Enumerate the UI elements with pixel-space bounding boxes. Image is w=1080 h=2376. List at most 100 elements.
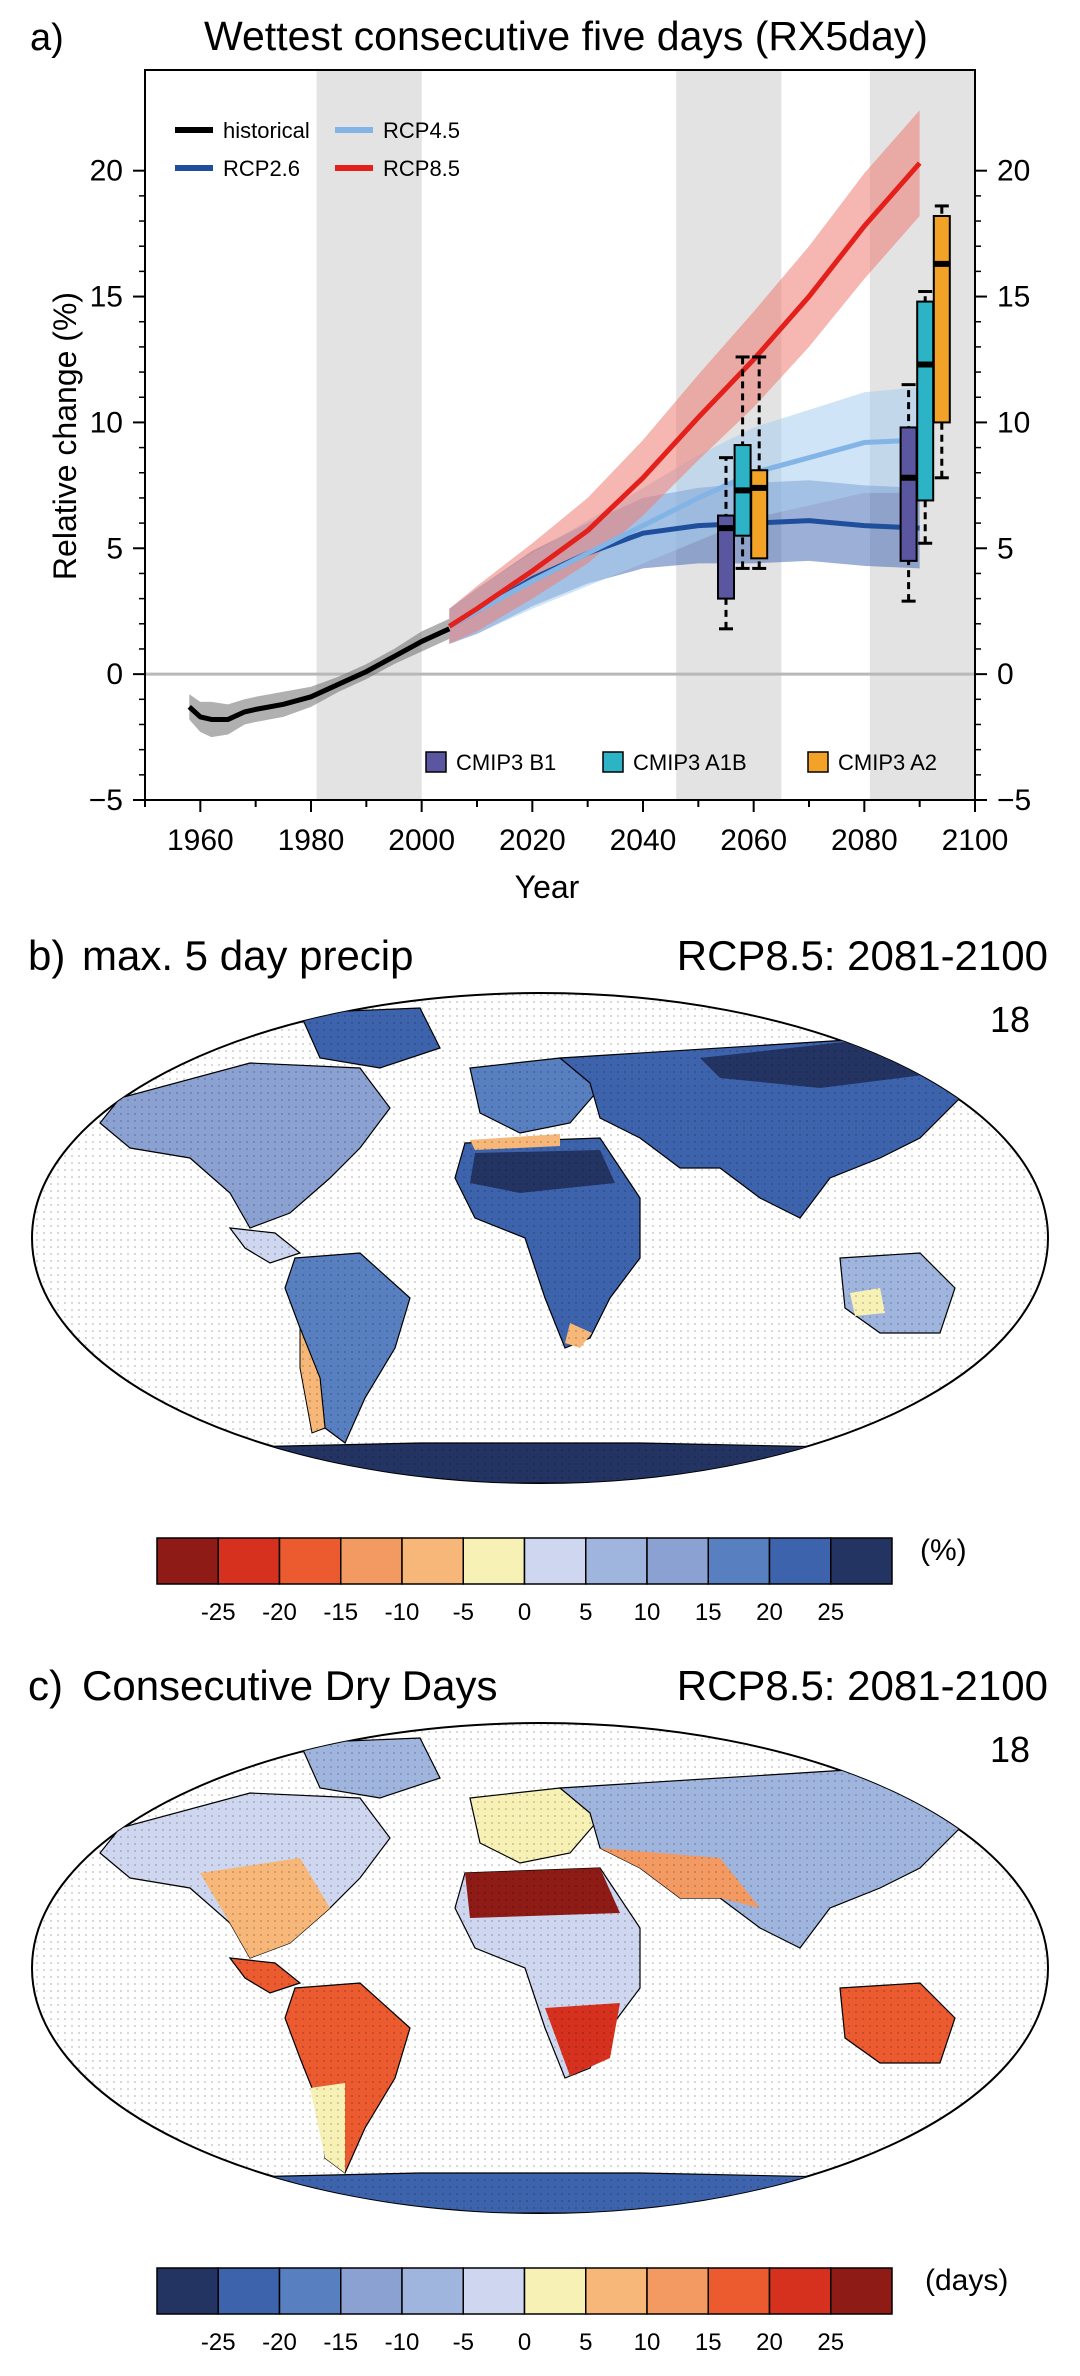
world-map-c xyxy=(31,1722,1049,2214)
x-tick-label: 2020 xyxy=(499,824,566,857)
y-tick-label-right: −5 xyxy=(997,784,1031,817)
x-tick-label: 2040 xyxy=(610,824,677,857)
band-rcp4-5 xyxy=(449,387,920,644)
panel-b-label: b) xyxy=(28,932,65,979)
panel-b: b) max. 5 day precip RCP8.5: 2081-2100 xyxy=(28,932,1049,1626)
boxplot-cmip3-b1-2046-2065 xyxy=(717,456,735,631)
colorbar-segment xyxy=(707,1537,771,1585)
colorbar-tick-label: -20 xyxy=(262,2329,297,2356)
boxplot-cmip3-a2-2081-2100 xyxy=(932,204,951,480)
legend-label-rcp8-5: RCP8.5 xyxy=(383,156,460,181)
panel-b-title: max. 5 day precip xyxy=(82,932,414,979)
colorbar-segment xyxy=(217,1537,281,1585)
series-lines xyxy=(187,161,922,722)
y-tick-label-right: 20 xyxy=(997,155,1030,188)
colorbar-segment xyxy=(217,2267,281,2315)
panel-b-scenario: RCP8.5: 2081-2100 xyxy=(677,932,1048,979)
x-axis-label: Year xyxy=(515,869,580,905)
colorbar-c: -25 -20 -15 -10 -5 0 5 10 15 20 25 xyxy=(156,2267,893,2356)
band-rcp8-5 xyxy=(449,110,920,644)
colorbar-segment xyxy=(768,1537,832,1585)
colorbar-tick-label: -5 xyxy=(453,2329,474,2356)
x-axis-ticks: 1960 1980 2000 2020 2040 2060 2080 2100 xyxy=(144,800,1009,857)
box-legend-swatch-cmip3-a2 xyxy=(807,751,829,773)
colorbar-segment xyxy=(462,1537,526,1585)
panel-c-scenario: RCP8.5: 2081-2100 xyxy=(677,1662,1048,1709)
significance-stippling xyxy=(32,993,1048,1483)
boxplot-cmip3-a1b-2081-2100 xyxy=(916,290,935,545)
colorbar-segment xyxy=(768,2267,832,2315)
line-rcp8-5 xyxy=(447,161,922,629)
plot-frame xyxy=(144,69,976,801)
y-tick-label-left: 5 xyxy=(106,532,123,565)
box-legend-label-cmip3-b1: CMIP3 B1 xyxy=(456,750,556,775)
colorbar-tick-label: -25 xyxy=(201,1599,236,1626)
shaded-period-0 xyxy=(316,70,422,800)
legend-label-rcp4-5: RCP4.5 xyxy=(383,118,460,143)
y-tick-label-left: 0 xyxy=(106,658,123,691)
colorbar-unit-c: (days) xyxy=(925,2264,1008,2297)
y-tick-label-right: 5 xyxy=(997,532,1014,565)
series-bands xyxy=(189,110,920,738)
colorbar-unit-b: (%) xyxy=(920,1534,967,1567)
panel-c-title: Consecutive Dry Days xyxy=(82,1662,497,1709)
colorbar-segment xyxy=(830,2267,893,2315)
x-tick-label: 1980 xyxy=(278,824,345,857)
colorbar-segment xyxy=(401,2267,464,2315)
colorbar-tick-label: 5 xyxy=(579,2329,592,2356)
colorbar-b: -25 -20 -15 -10 -5 0 5 10 15 20 25 xyxy=(156,1537,893,1626)
colorbar-tick-label: -15 xyxy=(323,1599,358,1626)
colorbar-tick-label: -10 xyxy=(385,1599,420,1626)
box-body xyxy=(916,300,935,502)
x-tick-label: 2100 xyxy=(942,824,1009,857)
colorbar-tick-label: -5 xyxy=(453,1599,474,1626)
colorbar-tick-label: -20 xyxy=(262,1599,297,1626)
colorbar-tick-label: 25 xyxy=(817,1599,844,1626)
colorbar-tick-label: 0 xyxy=(518,1599,531,1626)
box-legend-label-cmip3-a1b: CMIP3 A1B xyxy=(633,750,747,775)
y-axis-label: Relative change (%) xyxy=(47,292,83,580)
panel-c-label: c) xyxy=(28,1662,63,1709)
line-historical xyxy=(187,626,451,722)
panel-a-label: a) xyxy=(30,17,64,59)
y-tick-label-left: 10 xyxy=(90,406,123,439)
colorbar-segment xyxy=(156,1537,219,1585)
colorbar-tick-label: 25 xyxy=(817,2329,844,2356)
colorbar-segment xyxy=(278,2267,342,2315)
panel-c: c) Consecutive Dry Days RCP8.5: 2081-210… xyxy=(28,1662,1049,2356)
colorbar-segment xyxy=(707,2267,771,2315)
box-body xyxy=(717,514,735,600)
panel-a-title: Wettest consecutive five days (RX5day) xyxy=(204,13,928,59)
colorbar-segment xyxy=(523,1537,587,1585)
series-legend: historical RCP2.6 RCP4.5 RCP8.5 xyxy=(175,118,460,181)
colorbar-segment xyxy=(646,2267,709,2315)
colorbar-segment xyxy=(401,1537,464,1585)
significance-stippling-c xyxy=(32,1723,1048,2213)
box-legend-swatch-cmip3-a1b xyxy=(602,751,624,773)
world-map-b xyxy=(31,992,1049,1484)
colorbar-segment xyxy=(523,2267,587,2315)
boxplot-cmip3-a2-2046-2065 xyxy=(750,355,769,570)
model-count-c: 18 xyxy=(990,1729,1030,1770)
colorbar-tick-label: 15 xyxy=(695,1599,722,1626)
colorbar-tick-label: 10 xyxy=(634,2329,661,2356)
box-body xyxy=(899,426,918,562)
legend-label-rcp2-6: RCP2.6 xyxy=(223,156,300,181)
y-tick-label-left: 20 xyxy=(90,155,123,188)
box-legend-label-cmip3-a2: CMIP3 A2 xyxy=(838,750,937,775)
colorbar-tick-label: 15 xyxy=(695,2329,722,2356)
boxplot-cmip3-b1-2081-2100 xyxy=(899,383,918,603)
y-axis-ticks: −5 −5 0 0 5 5 10 10 15 15 20 20 xyxy=(89,155,1031,817)
colorbar-tick-label: 5 xyxy=(579,1599,592,1626)
colorbar-segment xyxy=(340,1537,403,1585)
x-tick-label: 2000 xyxy=(388,824,455,857)
x-tick-label: 1960 xyxy=(167,824,234,857)
colorbar-tick-label: 20 xyxy=(756,1599,783,1626)
colorbar-segment xyxy=(462,2267,526,2315)
y-tick-label-left: 15 xyxy=(90,281,123,314)
colorbar-segment xyxy=(340,2267,403,2315)
colorbar-tick-label: 20 xyxy=(756,2329,783,2356)
x-tick-label: 2080 xyxy=(831,824,898,857)
colorbar-tick-label: 0 xyxy=(518,2329,531,2356)
